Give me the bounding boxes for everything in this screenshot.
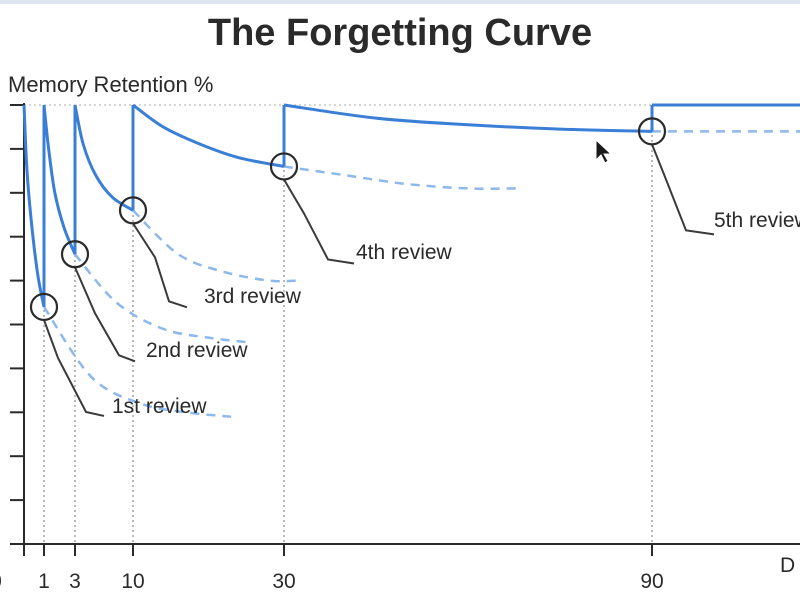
review-marker (637, 117, 667, 146)
review-marker (60, 240, 90, 269)
x-axis-label: D (780, 554, 795, 577)
annotation-leader (283, 178, 355, 265)
review-annotation-label: 3rd review (204, 285, 302, 308)
review-marker (29, 292, 59, 322)
x-tick-label: 90 (640, 570, 663, 593)
review-marker (118, 196, 148, 225)
x-tick-label: 30 (272, 570, 295, 593)
review-marker (269, 152, 299, 181)
retention-curve (283, 103, 653, 133)
projected-decay-curve (74, 253, 247, 344)
x-tick-label: 0 (0, 570, 2, 593)
review-annotation-label: 1st review (112, 395, 207, 418)
annotation-leader (651, 143, 715, 236)
x-tick-label: 10 (121, 570, 144, 593)
review-annotation-label: 4th review (356, 241, 453, 264)
x-tick-label: 3 (69, 570, 81, 593)
retention-curve (42, 104, 77, 255)
review-annotation-label: 5th review (714, 209, 800, 232)
chart-title: The Forgetting Curve (207, 12, 593, 54)
projected-decay-curve (283, 165, 518, 190)
retention-curve (73, 104, 134, 212)
annotation-leader (74, 266, 136, 363)
x-tick-label: 1 (38, 570, 50, 593)
projected-decay-curve (42, 306, 232, 418)
y-axis-label: Memory Retention % (8, 72, 214, 97)
annotation-leader (132, 222, 188, 309)
review-annotation-label: 2nd review (146, 339, 248, 362)
annotation-leader (43, 319, 105, 417)
retention-curve (22, 104, 46, 308)
mouse-cursor-icon (595, 138, 613, 164)
retention-curve (132, 103, 285, 168)
projected-decay-curve (132, 209, 297, 283)
